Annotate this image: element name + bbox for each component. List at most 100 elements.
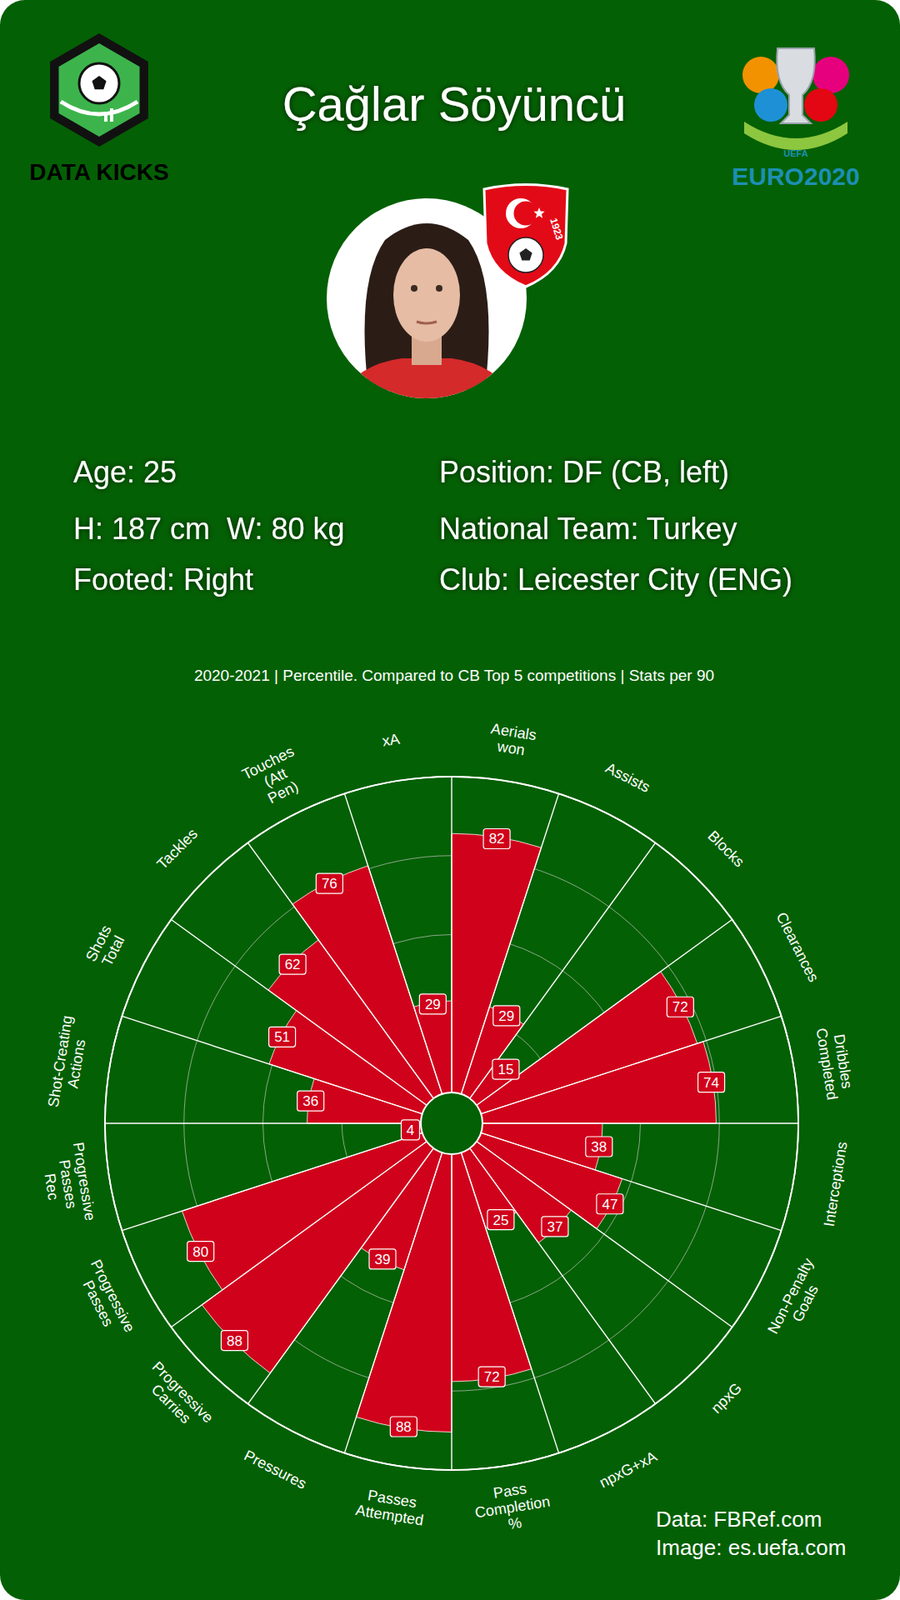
bar: [292, 865, 443, 1099]
category-label: Aerialswon: [487, 720, 539, 760]
background: [0, 0, 900, 1600]
grid-circle: [105, 776, 799, 1470]
category-label: ProgressivePassesRec: [37, 1140, 100, 1227]
value-label-box: [390, 1416, 417, 1437]
bar: [181, 1132, 427, 1290]
value-label-box: [666, 996, 694, 1017]
value-label-box: [400, 1120, 420, 1140]
category-label: PassesAttempted: [354, 1485, 427, 1529]
value-label-box: [297, 1090, 325, 1111]
category-label-line: xA: [380, 730, 401, 750]
sector-line: [480, 1015, 781, 1114]
value-label: 51: [274, 1029, 290, 1045]
bar: [480, 1041, 716, 1124]
sector-line: [460, 793, 559, 1094]
euro-figure: [742, 56, 780, 94]
value-label: 80: [192, 1244, 209, 1260]
crest-crescent-cut: [514, 201, 539, 226]
value-label: 36: [302, 1093, 319, 1110]
category-label-line: won: [495, 737, 526, 759]
value-label: 39: [375, 1251, 391, 1268]
title: Çağlar Söyüncü: [282, 76, 627, 131]
sector-line: [170, 919, 427, 1105]
category-label: npxG+xA: [596, 1448, 660, 1492]
bars: [181, 833, 716, 1432]
logo-hexagon: [50, 33, 149, 147]
logo-bar: [104, 111, 108, 122]
category-label-line: Interceptions: [820, 1140, 851, 1228]
crest-ball: [508, 237, 544, 273]
value-label-box: [279, 954, 306, 975]
category-label: Non-PenaltyGoals: [764, 1255, 831, 1345]
category-label-line: Completed: [813, 1026, 841, 1101]
category-label: Blocks: [704, 827, 748, 871]
crest: 1923: [484, 185, 568, 288]
sector-line: [476, 1141, 733, 1328]
page: DATA KICKS UEFA EURO2020 Çağlar Söyüncü 1923…: [0, 0, 900, 1600]
crest-ball-patch: [519, 248, 532, 260]
category-label-line: Tackles: [153, 825, 201, 873]
logo-text: DATA KICKS: [29, 159, 169, 185]
category-label: ProgressiveCarries: [137, 1358, 217, 1438]
category-label: Shot-CreatingActions: [45, 1014, 93, 1111]
crest-star: [533, 207, 545, 219]
value-label-box: [478, 1366, 505, 1387]
category-label: Assists: [602, 759, 653, 796]
footer-text: Image: es.uefa.com: [655, 1535, 846, 1560]
info-text: H: 187 cm W: 80 kg: [73, 511, 345, 546]
sector-line: [247, 842, 434, 1099]
sector-line: [460, 1152, 559, 1453]
euro-figure: [804, 88, 838, 122]
euro-arc: [744, 121, 848, 150]
value-label-box: [596, 1194, 624, 1215]
subtitle: 2020-2021 | Percentile. Compared to CB T…: [194, 666, 715, 685]
euro-trophy: [776, 48, 815, 124]
footer-text: Data: FBRef.com: [655, 1506, 822, 1532]
sector-line: [476, 919, 733, 1105]
value-label-box: [492, 1059, 520, 1080]
category-label: DribblesCompleted: [813, 1024, 858, 1101]
photo-face: [393, 248, 460, 342]
category-label-line: Blocks: [704, 827, 748, 871]
photo-eye: [435, 285, 443, 292]
photo-shirt: [335, 358, 519, 407]
sector-line: [344, 793, 442, 1094]
value-label-box: [483, 828, 510, 849]
category-label-line: Progressive: [149, 1358, 217, 1426]
crest-shield: [484, 185, 568, 288]
category-label: PassCompletion%: [470, 1476, 554, 1538]
category-label-line: Pressures: [241, 1446, 310, 1493]
sector-line: [450, 776, 452, 1093]
sector-line: [344, 1152, 442, 1453]
category-label-line: npxG: [707, 1379, 745, 1417]
data-kicks-logo: [50, 33, 149, 147]
category-label: npxG: [707, 1379, 745, 1417]
category-label-line: Rec: [41, 1172, 63, 1202]
category-label-line: %: [507, 1514, 524, 1533]
value-label: 72: [484, 1369, 500, 1385]
value-label: 4: [406, 1122, 415, 1139]
value-label-box: [585, 1136, 613, 1157]
grid-circle: [420, 1092, 483, 1155]
value-label: 76: [321, 875, 338, 892]
value-label: 88: [226, 1333, 243, 1350]
data-labels: 822915727438473725728839888043651627629: [187, 828, 725, 1437]
sector-line: [247, 1148, 434, 1405]
value-label-box: [698, 1072, 725, 1093]
info-text: Club: Leicester City (ENG): [439, 562, 793, 597]
value-label-box: [187, 1241, 215, 1262]
category-label: ShotsTotal: [82, 922, 130, 972]
logo-bar: [110, 108, 114, 122]
sector-line: [105, 1122, 421, 1124]
sector-line: [482, 1122, 799, 1124]
category-label: xA: [380, 730, 401, 750]
euro-text: EURO2020: [731, 162, 860, 190]
euro-uefa: UEFA: [783, 148, 808, 159]
value-label: 47: [601, 1196, 618, 1213]
category-label-line: Pen): [265, 777, 301, 807]
category-label-line: Clearances: [772, 909, 822, 985]
value-label-box: [369, 1249, 396, 1270]
sector-line: [480, 1132, 781, 1230]
polar-chart: Aerialswon Assists Blocks Clearances Dribble…: [37, 720, 858, 1538]
category-label: Touches(AttPen): [239, 742, 312, 813]
